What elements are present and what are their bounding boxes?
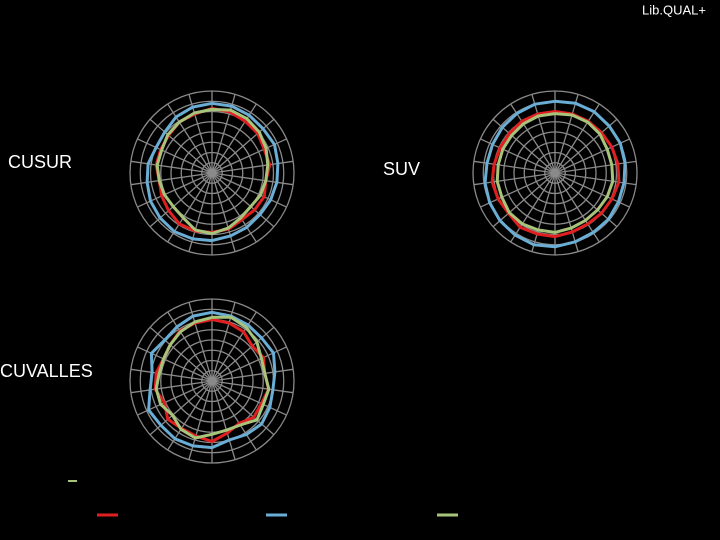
spoke [211, 311, 257, 382]
spoke [554, 160, 637, 174]
spoke [211, 172, 257, 243]
series-line [495, 112, 615, 234]
spoke [554, 138, 630, 174]
chart-title: CUSUR [8, 152, 72, 172]
spoke [554, 118, 618, 174]
spoke [149, 118, 213, 174]
spoke [130, 368, 213, 382]
spoke [531, 94, 556, 174]
spoke [130, 160, 213, 174]
spoke [211, 380, 294, 394]
spoke [211, 380, 275, 436]
spoke [554, 94, 579, 174]
spoke [211, 326, 275, 382]
spoke [554, 172, 600, 243]
spoke [137, 138, 213, 174]
spoke [554, 103, 600, 174]
chart-title: CUVALLES [0, 361, 93, 381]
header-title: Lib.QUAL+ [642, 2, 706, 17]
series-line [145, 101, 280, 243]
spoke [211, 172, 236, 252]
spoke [510, 172, 556, 243]
spoke [211, 160, 294, 174]
series-line [147, 310, 277, 450]
spoke [480, 172, 556, 208]
spoke [130, 380, 213, 394]
spoke [130, 172, 213, 186]
spoke [554, 172, 618, 228]
spoke [473, 172, 556, 186]
series-line [155, 107, 270, 235]
spoke [211, 172, 287, 208]
spoke [211, 368, 294, 382]
series-line [154, 315, 271, 440]
series-line [483, 99, 627, 249]
series-line [490, 110, 621, 239]
spoke [137, 346, 213, 382]
spoke [211, 380, 257, 451]
chart-title: SUV [383, 159, 420, 179]
spoke [492, 172, 556, 228]
spoke [531, 172, 556, 252]
spoke [510, 103, 556, 174]
spoke [211, 172, 294, 186]
spoke [211, 380, 236, 460]
spoke [211, 380, 287, 416]
spoke [167, 103, 213, 174]
spoke [149, 326, 213, 382]
spoke [211, 172, 275, 228]
spoke [167, 311, 213, 382]
spoke [554, 172, 579, 252]
